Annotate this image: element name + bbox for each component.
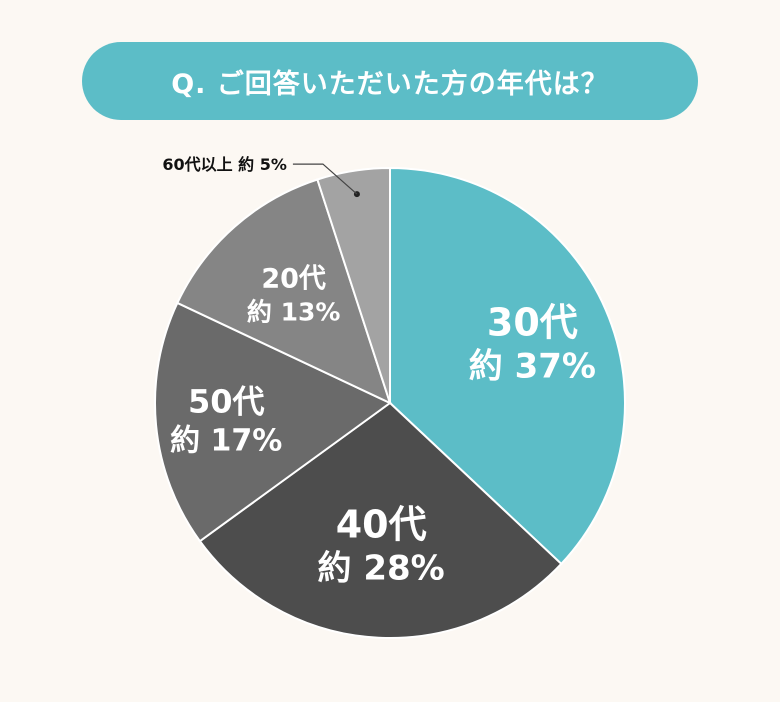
small-slice-callout: 60代以上 約 5% xyxy=(162,155,360,198)
slice-name-label: 40代 xyxy=(336,503,427,547)
slice-value-label: 約 37% xyxy=(469,346,596,386)
slice-name-label: 20代 xyxy=(261,264,326,295)
pie-slice-3 xyxy=(154,301,392,543)
callout-line xyxy=(292,163,358,195)
chart-title: Q. ご回答いただいた方の年代は？ xyxy=(171,68,609,100)
slice-name-label: 50代 xyxy=(188,382,265,420)
pie-slice-2 xyxy=(198,401,563,639)
pie-slice-1 xyxy=(389,166,626,566)
pie-slices xyxy=(154,166,626,639)
slice-value-label: 約 13% xyxy=(247,298,341,327)
slice-value-label: 約 17% xyxy=(170,423,282,458)
callout-label: 60代以上 約 5% xyxy=(162,155,287,174)
pie-slice-5 xyxy=(316,166,391,404)
pie-slice-4 xyxy=(176,178,392,405)
title-banner: Q. ご回答いただいた方の年代は？ xyxy=(82,42,698,120)
slice-name-label: 30代 xyxy=(487,300,578,344)
slice-value-label: 約 28% xyxy=(318,549,445,589)
